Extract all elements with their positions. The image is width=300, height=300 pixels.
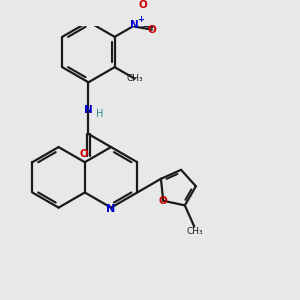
Text: O: O [138, 0, 147, 10]
Text: +: + [137, 15, 144, 24]
Text: CH₃: CH₃ [186, 227, 203, 236]
Text: O: O [159, 196, 168, 206]
Text: N: N [130, 20, 139, 30]
Text: ⁻: ⁻ [147, 0, 153, 7]
Text: N: N [106, 204, 116, 214]
Text: N: N [84, 106, 93, 116]
Text: O: O [148, 25, 157, 35]
Text: CH₃: CH₃ [127, 74, 143, 83]
Text: H: H [96, 109, 103, 119]
Text: O: O [80, 149, 88, 159]
